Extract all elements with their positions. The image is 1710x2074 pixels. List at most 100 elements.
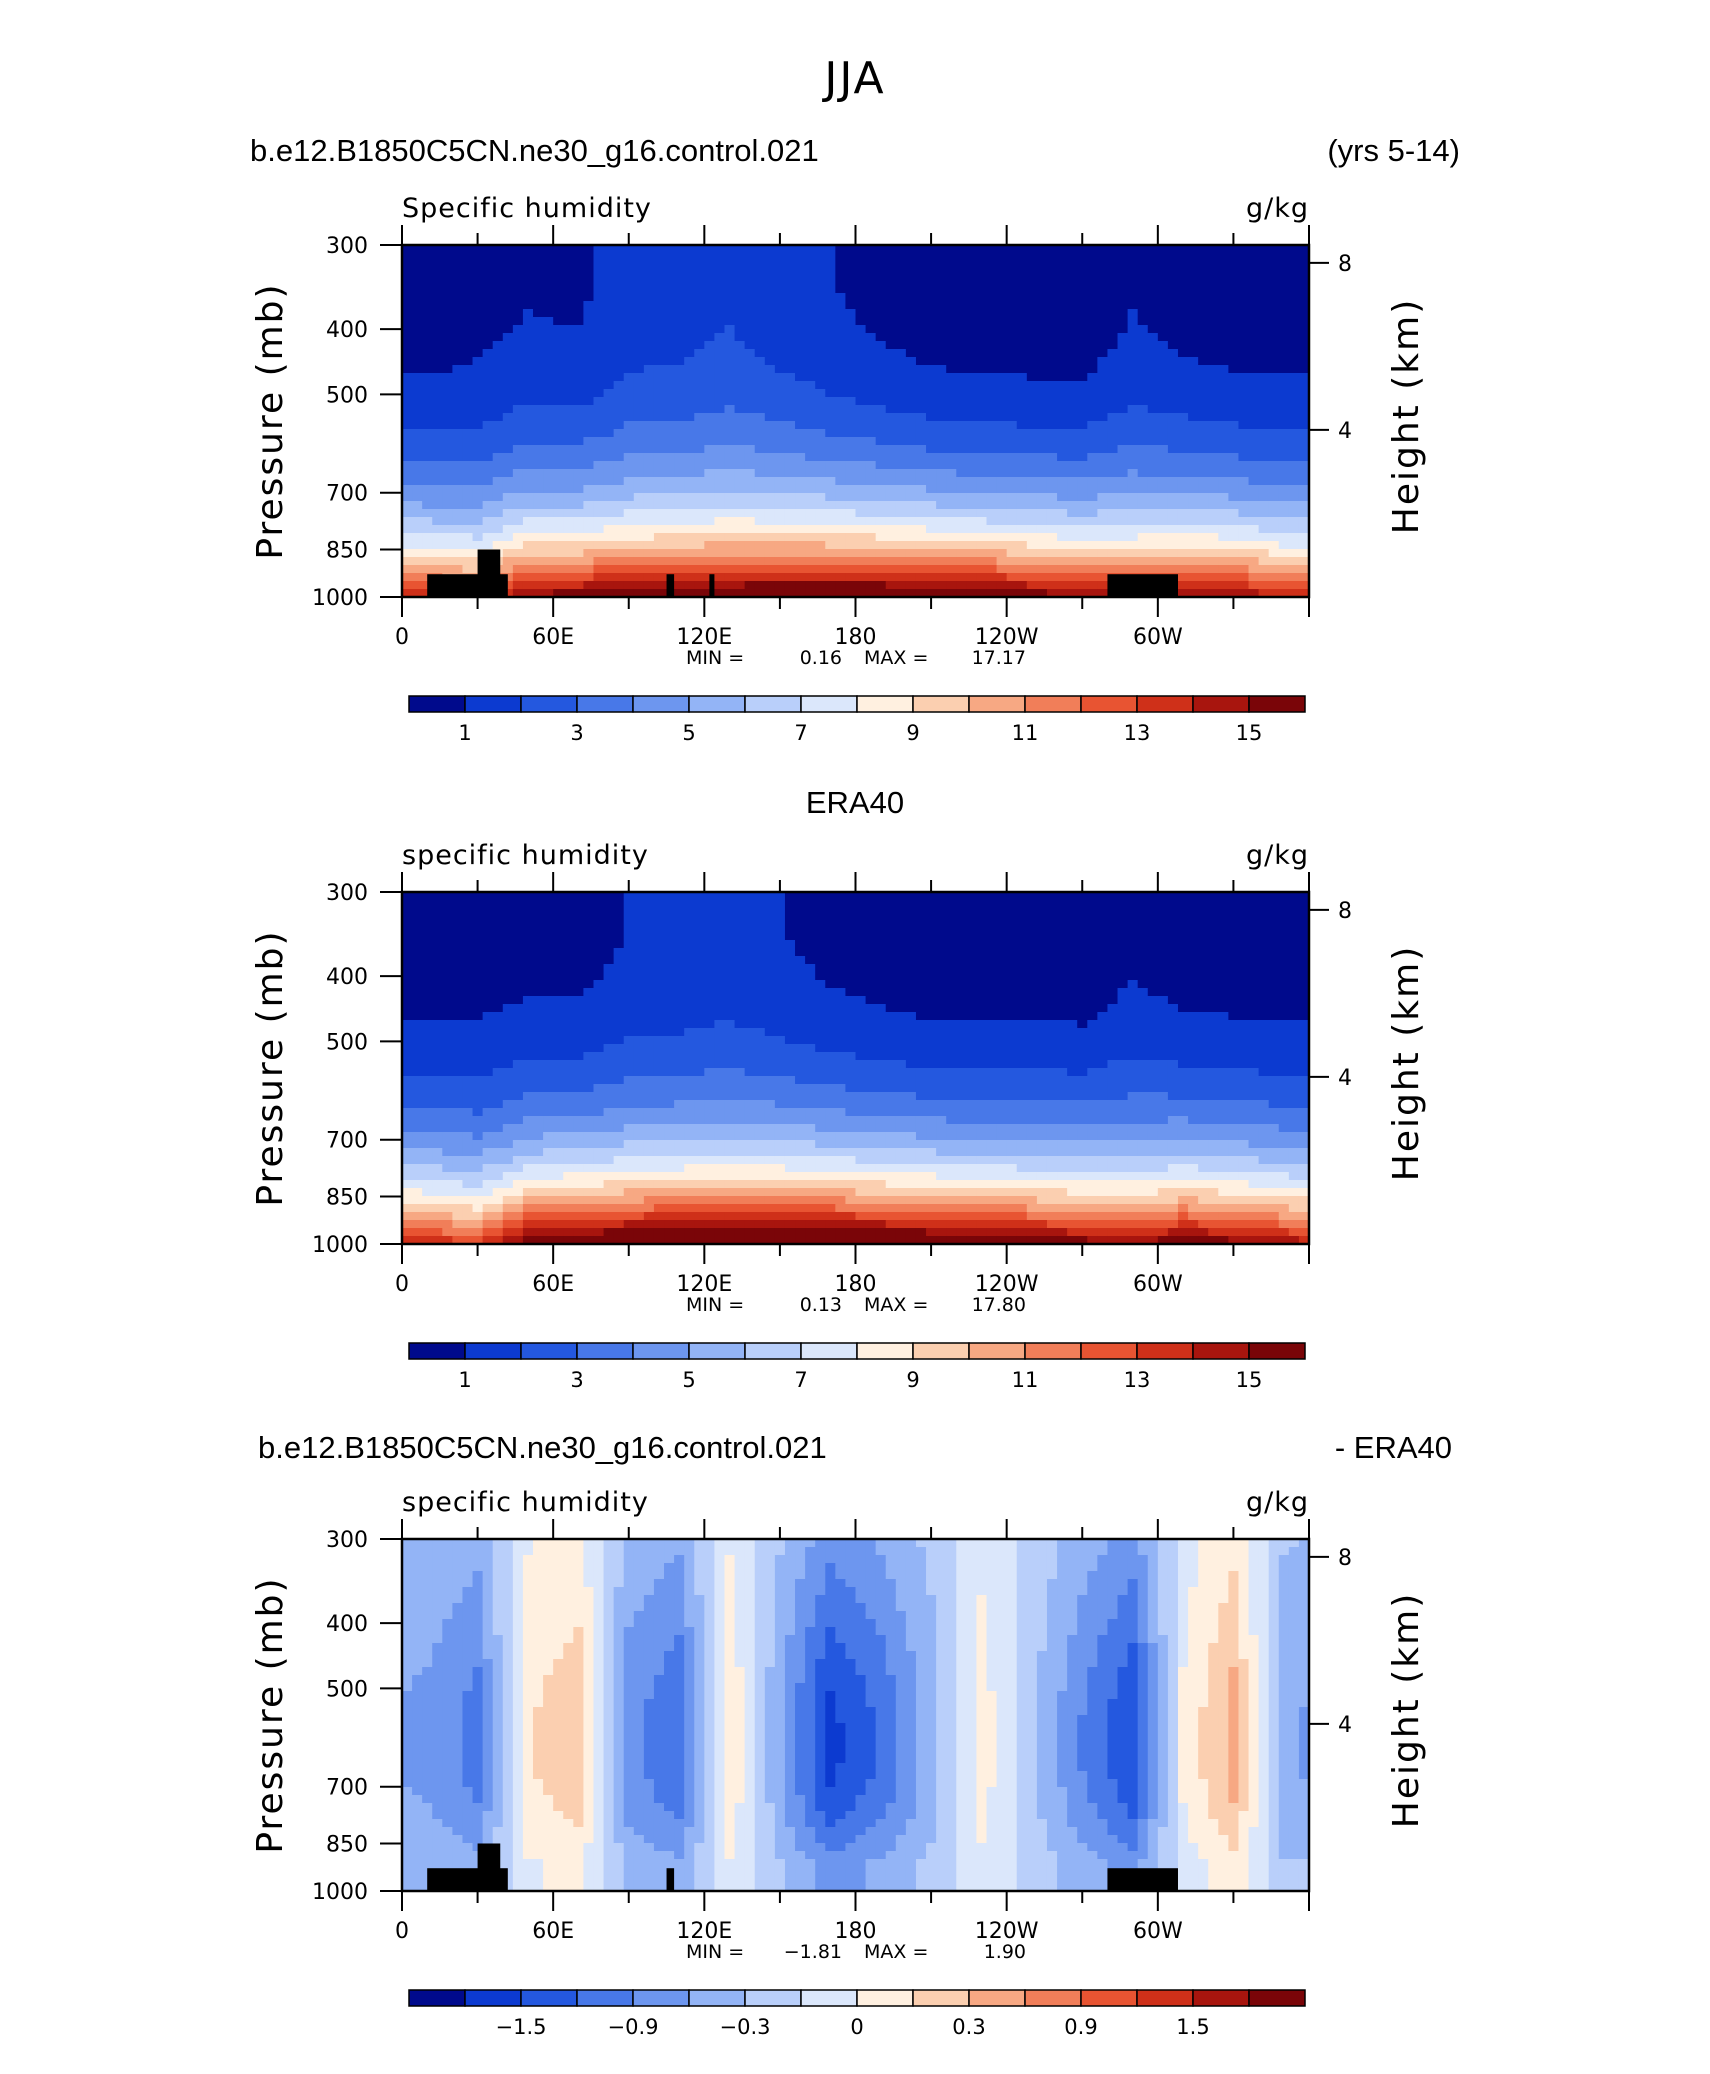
contour-cell <box>895 413 907 422</box>
contour-cell <box>1067 509 1078 518</box>
contour-cell <box>996 333 1008 342</box>
contour-cell <box>704 365 716 374</box>
contour-cell <box>1046 437 1058 446</box>
contour-cell <box>573 549 584 558</box>
contour-cell <box>1026 421 1038 430</box>
contour-cell <box>694 421 705 430</box>
contour-cell <box>583 972 595 981</box>
contour-cell <box>563 421 574 430</box>
contour-cell <box>915 421 927 430</box>
contour-cell <box>754 589 766 598</box>
contour-cell <box>442 493 453 502</box>
contour-cell <box>1117 405 1129 414</box>
contour-cell <box>412 908 423 917</box>
contour-cell <box>1016 365 1028 374</box>
contour-cell <box>533 445 544 454</box>
contour-cell <box>895 916 907 925</box>
contour-cell <box>744 301 756 310</box>
contour-cell <box>825 365 836 374</box>
contour-cell <box>573 357 584 366</box>
contour-cell <box>875 285 887 294</box>
contour-cell <box>502 341 514 350</box>
contour-cell <box>805 557 816 566</box>
contour-cell <box>442 972 453 981</box>
contour-cell <box>1127 317 1139 326</box>
contour-cell <box>623 317 635 326</box>
contour-cell <box>522 501 534 510</box>
contour-cell <box>653 453 665 462</box>
contour-cell <box>784 325 796 334</box>
contour-cell <box>462 469 474 478</box>
contour-cell <box>1097 293 1109 302</box>
contour-cell <box>734 501 746 510</box>
contour-cell <box>563 349 574 358</box>
contour-cell <box>583 477 595 486</box>
contour-cell <box>674 573 685 582</box>
contour-cell <box>754 948 766 957</box>
contour-cell <box>1238 429 1250 438</box>
contour-cell <box>1188 405 1199 414</box>
contour-cell <box>533 309 544 318</box>
contour-cell <box>885 932 897 941</box>
contour-cell <box>704 892 716 901</box>
contour-cell <box>1208 253 1219 262</box>
contour-cell <box>724 477 736 486</box>
contour-cell <box>1228 525 1240 534</box>
contour-cell <box>1228 261 1240 270</box>
contour-cell <box>1127 541 1139 550</box>
contour-cell <box>623 413 635 422</box>
contour-cell <box>1288 285 1300 294</box>
contour-cell <box>1026 493 1038 502</box>
contour-cell <box>1288 924 1300 933</box>
contour-cell <box>482 253 494 262</box>
contour-cell <box>1288 413 1300 422</box>
contour-cell <box>966 573 978 582</box>
contour-cell <box>1238 301 1250 310</box>
contour-cell <box>1288 493 1300 502</box>
contour-cell <box>1137 509 1149 518</box>
contour-cell <box>905 956 917 965</box>
contour-cell <box>482 277 494 286</box>
contour-cell <box>402 900 413 909</box>
contour-cell <box>1097 589 1109 598</box>
contour-cell <box>533 517 544 526</box>
contour-cell <box>1067 940 1078 949</box>
contour-cell <box>1278 908 1290 917</box>
contour-cell <box>1258 301 1270 310</box>
contour-cell <box>633 285 645 294</box>
contour-cell <box>865 277 877 286</box>
contour-cell <box>674 373 685 382</box>
contour-cell <box>976 461 988 470</box>
contour-cell <box>522 317 534 326</box>
contour-cell <box>895 581 907 590</box>
contour-cell <box>714 581 726 590</box>
contour-cell <box>1177 381 1189 390</box>
contour-cell <box>815 429 826 438</box>
contour-cell <box>976 581 988 590</box>
contour-cell <box>573 573 584 582</box>
contour-cell <box>835 964 847 973</box>
contour-cell <box>694 373 705 382</box>
contour-cell <box>986 413 998 422</box>
pressure-tick-label: 400 <box>326 318 368 343</box>
contour-cell <box>502 357 514 366</box>
contour-cell <box>815 573 826 582</box>
contour-cell <box>502 301 514 310</box>
contour-cell <box>1087 341 1098 350</box>
contour-cell <box>653 349 665 358</box>
contour-cell <box>795 437 806 446</box>
contour-cell <box>996 541 1008 550</box>
contour-cell <box>784 341 796 350</box>
contour-cell <box>905 269 917 278</box>
contour-cell <box>684 381 695 390</box>
contour-cell <box>563 972 574 981</box>
contour-cell <box>795 453 806 462</box>
contour-cell <box>805 477 816 486</box>
contour-cell <box>694 445 705 454</box>
contour-cell <box>764 948 776 957</box>
contour-cell <box>1228 461 1240 470</box>
contour-cell <box>613 916 625 925</box>
contour-cell <box>1036 261 1048 270</box>
contour-cell <box>1067 948 1078 957</box>
contour-cell <box>573 245 584 254</box>
